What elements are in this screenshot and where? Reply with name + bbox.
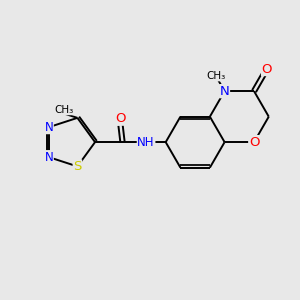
- Text: O: O: [262, 62, 272, 76]
- Text: S: S: [73, 160, 82, 173]
- Text: O: O: [115, 112, 126, 125]
- Text: N: N: [44, 121, 53, 134]
- Text: O: O: [249, 136, 259, 148]
- Text: N: N: [220, 85, 230, 98]
- Text: N: N: [44, 151, 53, 164]
- Text: CH₃: CH₃: [55, 105, 74, 115]
- Text: NH: NH: [137, 136, 155, 148]
- Text: CH₃: CH₃: [206, 71, 225, 81]
